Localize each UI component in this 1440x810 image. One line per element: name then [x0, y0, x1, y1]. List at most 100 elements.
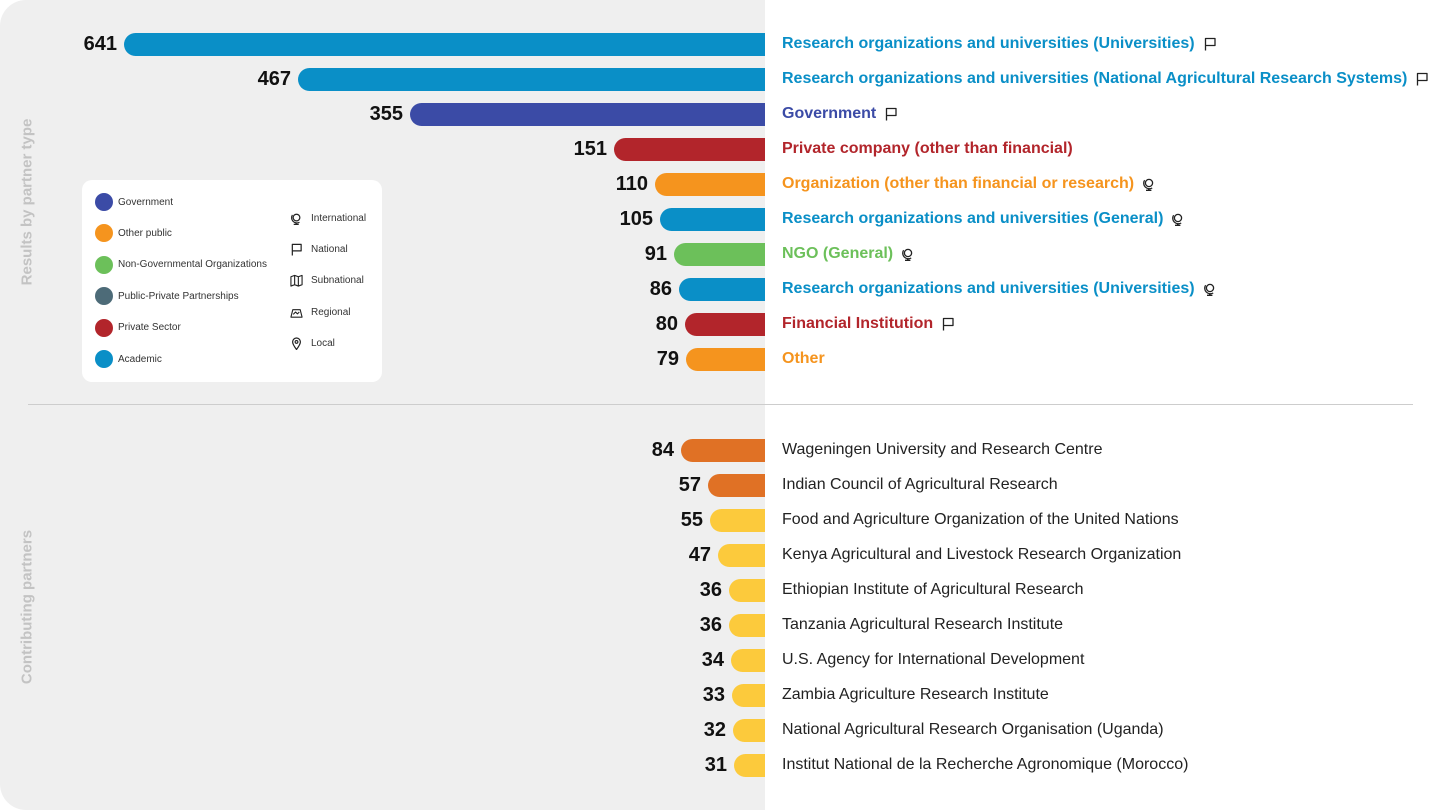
- partner-bar: [718, 543, 765, 567]
- partner-category-text: Kenya Agricultural and Livestock Researc…: [782, 546, 1182, 563]
- partner-category-text: National Agricultural Research Organisat…: [782, 721, 1164, 738]
- partner-type-bar: [660, 207, 765, 231]
- partner-type-bar: [614, 137, 765, 161]
- section-label-contributing-partners: Contributing partners: [18, 529, 36, 685]
- partner-category-label: Ethiopian Institute of Agricultural Rese…: [782, 579, 1084, 601]
- flag-icon: [1417, 72, 1429, 86]
- legend-color-dot: [95, 318, 113, 337]
- legend-scope-item: Subnational: [290, 273, 364, 289]
- legend-box: Government Other public Non-Governmental O…: [82, 180, 382, 382]
- partner-type-category-label: Research organizations and universities …: [782, 208, 1185, 230]
- globe-icon: [1172, 213, 1183, 226]
- partner-type-value-label: 467: [257, 68, 291, 90]
- legend-scope-item: National: [290, 241, 348, 257]
- partner-type-bar: [124, 32, 765, 56]
- partner-type-bar: [686, 347, 765, 371]
- legend-scope-label: International: [311, 212, 367, 224]
- partner-value-label: 36: [699, 579, 722, 601]
- legend-scope-item: Regional: [290, 304, 350, 320]
- partner-value-label: 31: [704, 754, 727, 776]
- partner-type-category-label: Government: [782, 103, 898, 125]
- legend-category-item: Private Sector: [95, 318, 181, 338]
- partner-value-label: 34: [701, 649, 724, 671]
- partner-type-category-text: NGO (General): [782, 245, 894, 262]
- legend-category-item: Non-Governmental Organizations: [95, 255, 267, 275]
- partner-value-label: 33: [702, 684, 725, 706]
- partner-type-category-label: Other: [782, 348, 825, 370]
- chart-panel-background: [0, 0, 765, 810]
- partner-category-label: Institut National de la Recherche Agrono…: [782, 754, 1188, 776]
- partner-category-label: U.S. Agency for International Developmen…: [782, 649, 1084, 671]
- partner-category-label: Food and Agriculture Organization of the…: [782, 509, 1179, 531]
- partner-type-value-label: 80: [655, 313, 678, 335]
- legend-category-item: Public-Private Partnerships: [95, 286, 239, 306]
- partner-type-value-label: 355: [369, 103, 403, 125]
- legend-scope-label: National: [311, 243, 348, 255]
- flag-icon: [942, 317, 954, 331]
- partner-category-text: Ethiopian Institute of Agricultural Rese…: [782, 581, 1084, 598]
- partner-category-text: Tanzania Agricultural Research Institute: [782, 616, 1064, 633]
- partner-type-category-text: Government: [782, 105, 877, 122]
- partner-type-bar: [674, 242, 765, 266]
- partner-category-label: Wageningen University and Research Centr…: [782, 439, 1102, 461]
- legend-color-dot: [95, 350, 113, 368]
- legend-color-dot: [95, 255, 113, 274]
- partner-type-category-label: Organization (other than financial or re…: [782, 173, 1156, 195]
- partner-type-value-label: 151: [573, 138, 607, 160]
- pin-icon: [291, 337, 302, 351]
- partner-value-label: 84: [651, 439, 674, 461]
- partner-type-value-label: 641: [83, 33, 117, 55]
- partner-type-category-label: Research organizations and universities …: [782, 68, 1429, 90]
- partner-category-text: U.S. Agency for International Developmen…: [782, 651, 1085, 668]
- legend-category-label: Other public: [118, 227, 172, 239]
- partner-type-category-text: Private company (other than financial): [782, 140, 1073, 157]
- partner-type-category-label: Private company (other than financial): [782, 138, 1073, 160]
- partner-type-category-text: Research organizations and universities …: [782, 210, 1164, 227]
- legend-color-dot: [95, 287, 113, 306]
- partner-type-category-text: Financial Institution: [782, 315, 934, 332]
- partner-type-bar: [655, 172, 765, 196]
- partner-category-text: Zambia Agriculture Research Institute: [782, 686, 1049, 703]
- partner-value-label: 36: [699, 614, 722, 636]
- partner-value-label: 47: [688, 544, 711, 566]
- partner-bar: [733, 718, 765, 742]
- partner-category-text: Institut National de la Recherche Agrono…: [782, 756, 1189, 773]
- partner-type-category-text: Research organizations and universities …: [782, 70, 1408, 87]
- legend-category-label: Non-Governmental Organizations: [118, 259, 267, 271]
- flag-icon: [886, 107, 897, 121]
- partner-bar: [732, 683, 765, 707]
- partner-category-label: Tanzania Agricultural Research Institute: [782, 614, 1063, 636]
- partner-type-category-text: Research organizations and universities …: [782, 35, 1195, 52]
- partner-type-category-text: Organization (other than financial or re…: [782, 175, 1135, 192]
- legend-scope-item: International: [290, 210, 366, 226]
- partner-value-label: 32: [703, 719, 726, 741]
- legend-scope-label: Regional: [311, 306, 351, 318]
- partner-type-bar: [679, 277, 765, 301]
- partner-category-label: National Agricultural Research Organisat…: [782, 719, 1164, 741]
- legend-category-label: Government: [118, 196, 174, 208]
- partner-type-category-text: Other: [782, 350, 825, 367]
- partner-type-value-label: 105: [619, 208, 653, 230]
- partner-bar: [710, 508, 765, 532]
- partner-bar: [734, 753, 765, 777]
- partner-type-category-text: Research organizations and universities …: [782, 280, 1195, 297]
- globe-icon: [1143, 178, 1154, 191]
- partner-type-bar: [685, 312, 765, 336]
- partner-category-label: Indian Council of Agricultural Research: [782, 474, 1058, 496]
- legend-category-label: Academic: [118, 353, 162, 365]
- partner-type-bar: [410, 102, 765, 126]
- partner-type-value-label: 79: [656, 348, 679, 370]
- globe-icon: [902, 248, 913, 261]
- partner-type-bar: [298, 67, 765, 91]
- partner-bar: [729, 613, 765, 637]
- legend-color-dot: [95, 193, 113, 211]
- partner-category-text: Wageningen University and Research Centr…: [782, 441, 1103, 458]
- partner-bar: [708, 473, 765, 497]
- region-icon: [290, 308, 303, 318]
- partner-type-category-label: NGO (General): [782, 243, 915, 265]
- partner-type-category-label: Financial Institution: [782, 313, 955, 335]
- partner-category-label: Kenya Agricultural and Livestock Researc…: [782, 544, 1181, 566]
- partner-type-value-label: 91: [644, 243, 667, 265]
- partner-type-value-label: 110: [615, 173, 648, 195]
